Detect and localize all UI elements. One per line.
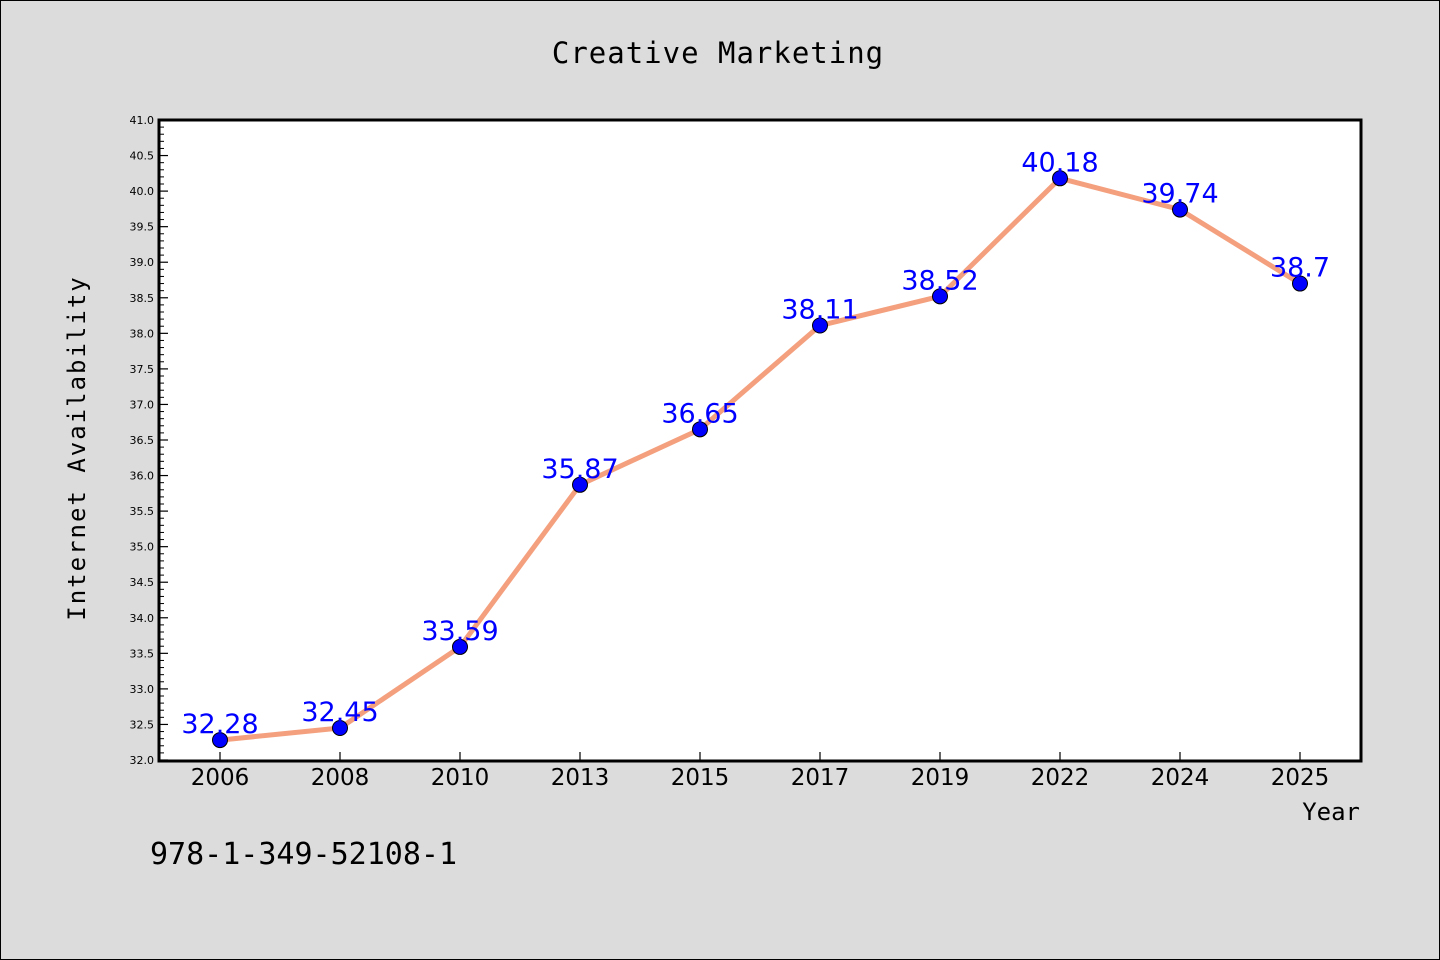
y-tick-label: 39.5 xyxy=(130,221,155,234)
y-tick-label: 36.5 xyxy=(130,434,155,447)
y-tick-label: 33.0 xyxy=(130,683,155,696)
y-tick-label: 36.0 xyxy=(130,470,155,483)
data-point-label: 32.28 xyxy=(181,709,258,740)
x-tick-label: 2019 xyxy=(911,765,970,791)
x-tick-label: 2017 xyxy=(791,765,850,791)
x-axis-ticks: 2006 2008 2010 2013 2015 2017 2019 2022 2024 2025 xyxy=(191,752,1330,791)
data-point-label: 39.74 xyxy=(1141,179,1218,210)
y-tick-label: 35.5 xyxy=(130,505,155,518)
y-tick-label: 34.0 xyxy=(130,612,155,625)
y-axis-label: Internet Availability xyxy=(63,275,91,620)
y-tick-label: 35.0 xyxy=(130,541,155,554)
y-tick-label: 32.5 xyxy=(130,718,155,731)
y-tick-label: 38.0 xyxy=(130,327,155,340)
y-tick-label: 40.0 xyxy=(130,185,155,198)
x-tick-label: 2013 xyxy=(551,765,610,791)
x-tick-label: 2025 xyxy=(1271,765,1330,791)
data-point-label: 36.65 xyxy=(661,398,738,429)
series-markers xyxy=(212,170,1308,749)
x-tick-label: 2015 xyxy=(671,765,730,791)
y-tick-label: 34.5 xyxy=(130,576,155,589)
data-point-label: 38.7 xyxy=(1270,253,1330,284)
y-tick-label: 32.0 xyxy=(130,754,155,767)
data-point-marker xyxy=(332,720,348,736)
footer-isbn: 978-1-349-52108-1 xyxy=(150,837,457,872)
chart-title: Creative Marketing xyxy=(552,36,884,70)
data-point-label: 38.11 xyxy=(781,295,858,326)
y-tick-label: 37.5 xyxy=(130,363,155,376)
data-labels: 32.28 32.45 33.59 35.87 36.65 38.11 38.52 40.18… xyxy=(181,147,1330,740)
data-point-label: 38.52 xyxy=(901,265,978,296)
y-tick-label: 33.5 xyxy=(130,647,155,660)
series-line xyxy=(217,175,1303,743)
x-tick-label: 2022 xyxy=(1031,765,1090,791)
data-point-marker xyxy=(1052,170,1068,187)
x-tick-label: 2024 xyxy=(1151,765,1210,791)
x-axis-label: Year xyxy=(1302,798,1360,826)
x-tick-label: 2010 xyxy=(431,765,490,791)
data-point-label: 35.87 xyxy=(541,454,618,485)
x-tick-label: 2008 xyxy=(311,765,370,791)
y-tick-label: 37.0 xyxy=(130,398,155,411)
data-point-label: 32.45 xyxy=(301,697,378,728)
y-tick-label: 41.0 xyxy=(130,114,155,127)
data-point-marker xyxy=(212,732,228,749)
y-tick-label: 38.5 xyxy=(130,292,155,305)
data-point-marker xyxy=(1292,275,1308,292)
plot-area xyxy=(157,118,1363,763)
data-point-label: 33.59 xyxy=(421,616,498,647)
y-tick-label: 40.5 xyxy=(130,150,155,163)
data-point-marker xyxy=(692,421,708,438)
data-point-marker xyxy=(1172,201,1188,218)
x-tick-label: 2006 xyxy=(191,765,250,791)
data-point-marker xyxy=(452,638,468,655)
data-point-label: 40.18 xyxy=(1021,147,1098,178)
y-tick-label: 39.0 xyxy=(130,256,155,269)
data-point-marker xyxy=(812,317,828,334)
data-point-marker xyxy=(932,288,948,305)
y-axis-ticks: 32.0 32.5 33.0 33.5 34.0 34.5 35.0 35.5 36.0 36.5… xyxy=(130,114,168,767)
data-point-marker xyxy=(572,476,588,493)
